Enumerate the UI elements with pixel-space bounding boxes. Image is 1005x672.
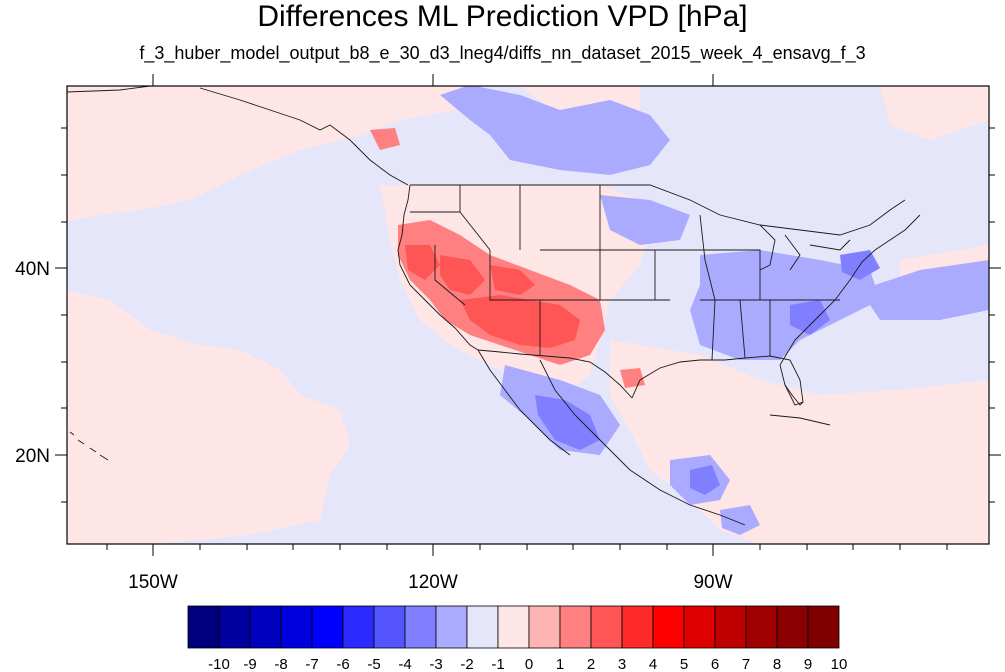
state-line-southeast (739, 299, 840, 359)
colorbar-swatch (497, 605, 530, 649)
baja-coastline (477, 349, 746, 526)
colorbar-tick-label: 4 (649, 656, 657, 672)
alaska-coastline (67, 86, 409, 186)
colorbar-tick-label: -6 (336, 656, 349, 672)
lat-label-20n: 20N (15, 446, 50, 467)
map-plot-area: 40N 20N 150W 120W 90W (15, 74, 1001, 593)
colorbar-tick-label: 6 (711, 656, 719, 672)
colorbar-labels: -10 -9 -8 -7 -6 -5 -4 -3 -2 -1 0 1 2 3 4 5 6 7 8 9 10 (208, 656, 847, 672)
colorbar-tick-label: 5 (680, 656, 688, 672)
colorbar-swatch (652, 605, 685, 649)
colorbar-tick-label: -4 (398, 656, 411, 672)
coastlines-borders (67, 86, 921, 526)
colorbar-swatch (683, 605, 716, 649)
map-title: Differences ML Prediction VPD [hPa] (257, 0, 748, 33)
colorbar-swatch (745, 605, 778, 649)
great-lakes (759, 224, 851, 271)
colorbar-tick-label: 2 (587, 656, 595, 672)
state-line-northwest (410, 185, 521, 251)
difference-field (67, 86, 989, 544)
colorbar-swatch (528, 605, 561, 649)
atlantic-coastline (779, 214, 921, 366)
colorbar-tick-label: 9 (804, 656, 812, 672)
colorbar (187, 605, 840, 649)
colorbar-swatch (559, 605, 592, 649)
colorbar-tick-label: -8 (274, 656, 287, 672)
colorbar-tick-label: -7 (305, 656, 318, 672)
colorbar-tick-label: 8 (773, 656, 781, 672)
gulf-coastline (631, 355, 804, 406)
lon-label-150w: 150W (128, 572, 178, 593)
colorbar-swatch (714, 605, 747, 649)
colorbar-swatch (342, 605, 375, 649)
hawaii-islands (69, 431, 109, 461)
colorbar-swatch (404, 605, 437, 649)
state-line-midwest (655, 249, 761, 301)
colorbar-swatch (311, 605, 344, 649)
colorbar-swatch (280, 605, 313, 649)
colorbar-swatch (807, 605, 840, 649)
colorbar-tick-label: -9 (243, 656, 256, 672)
colorbar-tick-label: -1 (491, 656, 504, 672)
colorbar-tick-label: -2 (460, 656, 473, 672)
colorbar-tick-label: -3 (429, 656, 442, 672)
colorbar-swatch (218, 605, 251, 649)
colorbar-tick-label: -5 (367, 656, 380, 672)
colorbar-swatch (187, 605, 220, 649)
pacific-coastline (397, 184, 479, 351)
cuba-coastline (769, 414, 831, 426)
colorbar-swatch (466, 605, 499, 649)
positive-diff-strong-regions (405, 245, 580, 348)
colorbar-tick-label: 3 (618, 656, 626, 672)
lon-label-90w: 90W (693, 572, 732, 593)
colorbar-swatch (435, 605, 468, 649)
map-subtitle: f_3_huber_model_output_b8_e_30_d3_lneg4/… (139, 43, 866, 63)
lon-label-120w: 120W (408, 572, 458, 593)
colorbar-swatch (621, 605, 654, 649)
colorbar-tick-label: 10 (831, 656, 848, 672)
lat-label-40n: 40N (15, 259, 50, 280)
colorbar-swatch (249, 605, 282, 649)
colorbar-swatch (373, 605, 406, 649)
negative-diff-strong-regions (535, 250, 880, 495)
colorbar-tick-label: 7 (742, 656, 750, 672)
colorbar-tick-label: -10 (208, 656, 230, 672)
state-line-az-ut (489, 250, 541, 355)
state-line-nv-west (434, 245, 466, 306)
colorbar-tick-label: 1 (556, 656, 564, 672)
colorbar-tick-label: 0 (525, 656, 533, 672)
state-line-plains (599, 185, 656, 300)
axis-ticks (55, 74, 1001, 556)
mexico-border (477, 349, 633, 399)
state-line-mississippi (699, 214, 716, 361)
florida-peninsula (784, 384, 804, 406)
colorbar-swatch (590, 605, 623, 649)
colorbar-swatch (776, 605, 809, 649)
